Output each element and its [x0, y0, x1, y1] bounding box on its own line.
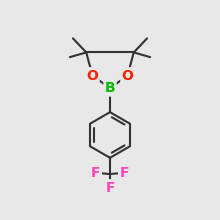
Text: F: F [119, 166, 129, 180]
Text: O: O [86, 68, 98, 82]
Text: F: F [105, 181, 115, 194]
Text: O: O [122, 68, 134, 82]
Text: F: F [91, 166, 101, 180]
Text: B: B [105, 81, 115, 95]
